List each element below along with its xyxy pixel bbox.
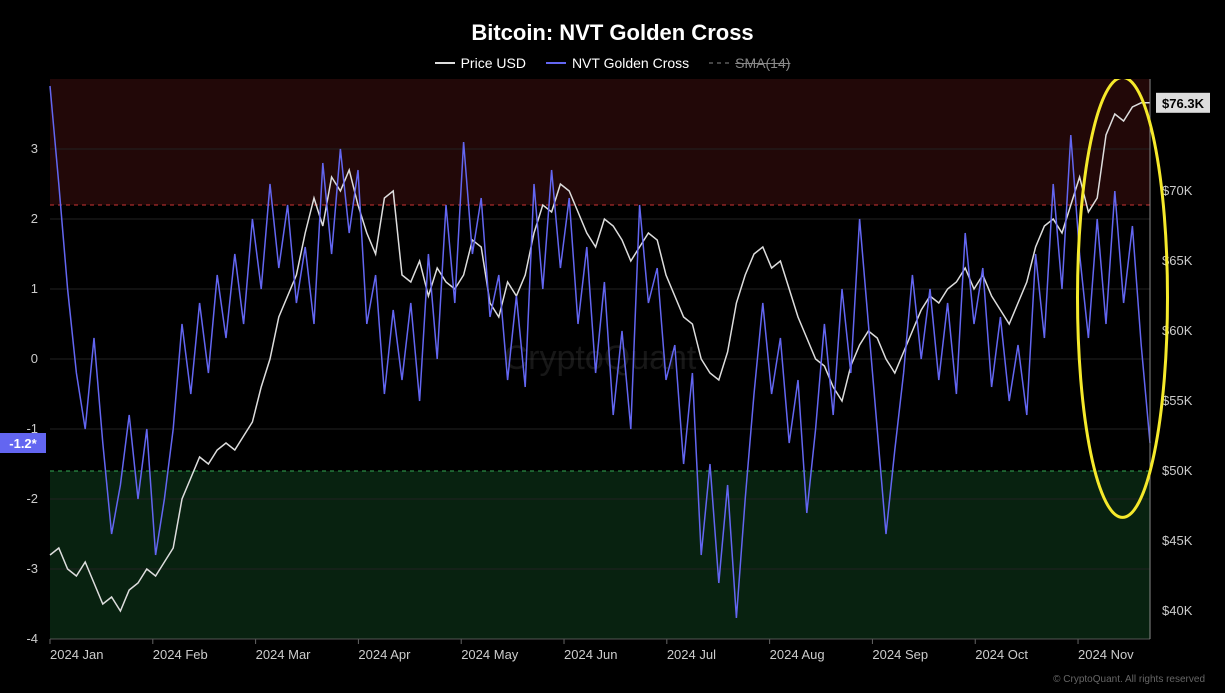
right-value-tag-text: $76.3K — [1162, 96, 1205, 111]
x-axis-tick-label: 2024 Jun — [564, 647, 618, 662]
legend-swatch — [546, 62, 566, 64]
left-axis-tick-label: 2 — [31, 211, 38, 226]
legend-swatch — [709, 62, 729, 64]
x-axis-tick-label: 2024 Jul — [667, 647, 716, 662]
zone-band — [50, 471, 1150, 639]
chart-title: Bitcoin: NVT Golden Cross — [0, 20, 1225, 46]
legend-label: SMA(14) — [735, 55, 790, 71]
chart-container: Bitcoin: NVT Golden Cross Price USD NVT G… — [0, 0, 1225, 693]
x-axis-tick-label: 2024 Nov — [1078, 647, 1134, 662]
chart-plot-area: -4-3-2-10123$40K$45K$50K$55K$60K$65K$70K… — [0, 79, 1225, 669]
chart-legend: Price USD NVT Golden Cross SMA(14) — [0, 51, 1225, 71]
right-axis-tick-label: $50K — [1162, 463, 1193, 478]
left-axis-tick-label: 0 — [31, 351, 38, 366]
legend-label: NVT Golden Cross — [572, 55, 689, 71]
legend-item[interactable]: Price USD — [435, 55, 526, 71]
left-value-tag-text: -1.2* — [9, 436, 37, 451]
right-axis-tick-label: $55K — [1162, 393, 1193, 408]
x-axis-tick-label: 2024 Jan — [50, 647, 104, 662]
x-axis-tick-label: 2024 Apr — [358, 647, 411, 662]
x-axis-tick-label: 2024 Mar — [256, 647, 312, 662]
left-axis-tick-label: -4 — [26, 631, 38, 646]
legend-item[interactable]: NVT Golden Cross — [546, 55, 689, 71]
left-axis-tick-label: 3 — [31, 141, 38, 156]
left-axis-tick-label: 1 — [31, 281, 38, 296]
right-axis-tick-label: $40K — [1162, 603, 1193, 618]
x-axis-tick-label: 2024 May — [461, 647, 519, 662]
legend-swatch — [435, 62, 455, 64]
legend-label: Price USD — [461, 55, 526, 71]
legend-item[interactable]: SMA(14) — [709, 55, 790, 71]
x-axis-tick-label: 2024 Feb — [153, 647, 208, 662]
chart-footer: © CryptoQuant. All rights reserved — [1053, 674, 1205, 685]
left-axis-tick-label: -3 — [26, 561, 38, 576]
x-axis-tick-label: 2024 Oct — [975, 647, 1028, 662]
x-axis-tick-label: 2024 Aug — [770, 647, 825, 662]
x-axis-tick-label: 2024 Sep — [872, 647, 928, 662]
left-axis-tick-label: -2 — [26, 491, 38, 506]
zone-band — [50, 79, 1150, 205]
right-axis-tick-label: $45K — [1162, 533, 1193, 548]
right-axis-tick-label: $70K — [1162, 183, 1193, 198]
